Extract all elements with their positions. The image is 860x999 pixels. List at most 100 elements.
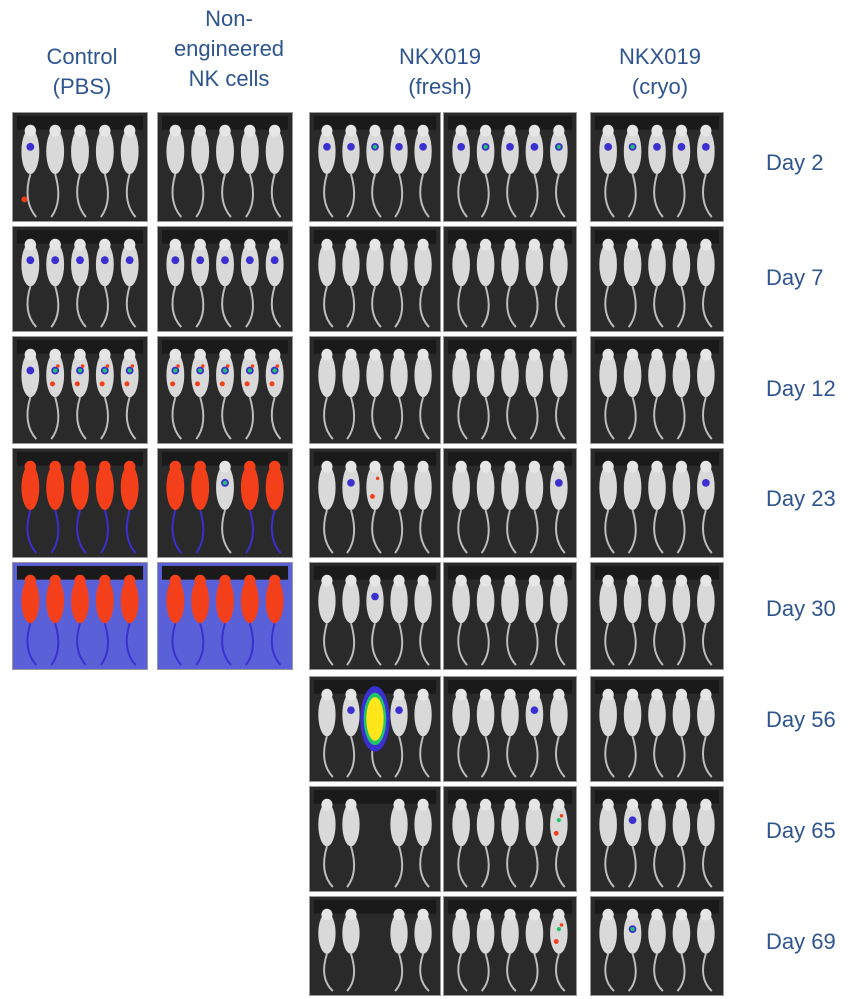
mouse	[390, 238, 408, 328]
mouse	[623, 238, 642, 328]
imaging-panel-fresh_b-day-7	[443, 226, 577, 332]
imaging-panel-control-day-12	[12, 336, 148, 444]
mouse	[265, 238, 284, 328]
mouse	[95, 124, 114, 218]
mouse	[648, 460, 666, 554]
imaging-panel-control-day-2	[12, 112, 148, 222]
mouse	[697, 348, 715, 440]
imaging-panel-cryo-day-7	[590, 226, 724, 332]
mouse	[648, 908, 666, 992]
mouse	[452, 124, 470, 218]
mouse	[191, 124, 210, 218]
mouse	[21, 238, 40, 328]
mouse	[191, 460, 210, 554]
mouse	[390, 908, 408, 992]
mouse	[265, 460, 284, 554]
mouse	[366, 348, 384, 440]
mouse	[672, 798, 691, 888]
mouse	[501, 908, 519, 992]
imaging-panel-nonengineered-day-7	[157, 226, 293, 332]
mouse	[360, 686, 390, 778]
day-label-12: Day 12	[766, 376, 836, 401]
mouse	[414, 348, 432, 440]
mouse	[414, 460, 432, 554]
imaging-panel-fresh_a-day-65	[309, 786, 441, 892]
mouse	[71, 238, 89, 328]
mouse	[366, 238, 384, 328]
mouse	[166, 124, 185, 218]
mouse	[21, 574, 40, 666]
mouse	[240, 574, 259, 666]
mouse	[599, 574, 617, 666]
mouse	[95, 460, 114, 554]
mouse	[191, 348, 210, 440]
mouse	[599, 460, 617, 554]
mouse	[46, 348, 65, 440]
mouse	[390, 460, 408, 554]
mouse	[342, 688, 360, 778]
mouse	[216, 124, 234, 218]
imaging-panel-fresh_a-day-56	[309, 676, 441, 782]
mouse	[476, 688, 495, 778]
mouse	[191, 238, 210, 328]
mouse	[216, 460, 234, 554]
mouse	[240, 124, 259, 218]
mouse	[216, 574, 234, 666]
header-nkx019-cryo: NKX019 (cryo)	[619, 44, 701, 99]
mouse	[550, 688, 568, 778]
imaging-panel-fresh_a-day-12	[309, 336, 441, 444]
imaging-panel-cryo-day-30	[590, 562, 724, 670]
mouse	[452, 238, 470, 328]
mouse	[390, 574, 408, 666]
mouse	[599, 238, 617, 328]
mouse	[525, 460, 544, 554]
mouse	[414, 238, 432, 328]
mouse	[318, 348, 336, 440]
mouse	[501, 124, 519, 218]
imaging-panel-fresh_a-day-7	[309, 226, 441, 332]
mouse	[120, 460, 139, 554]
imaging-panel-fresh_b-day-23	[443, 448, 577, 558]
mouse	[414, 798, 432, 888]
mouse	[452, 688, 470, 778]
imaging-panel-fresh_b-day-30	[443, 562, 577, 670]
imaging-panel-nonengineered-day-2	[157, 112, 293, 222]
mouse	[216, 348, 234, 440]
mouse	[120, 348, 139, 440]
imaging-panel-fresh_b-day-12	[443, 336, 577, 444]
imaging-panel-control-day-23	[12, 448, 148, 558]
mouse	[21, 460, 40, 554]
mouse	[623, 124, 642, 218]
mouse	[623, 798, 642, 888]
mouse	[525, 574, 544, 666]
imaging-panel-nonengineered-day-30	[157, 562, 293, 670]
mouse	[452, 908, 470, 992]
mouse	[501, 460, 519, 554]
imaging-panel-cryo-day-65	[590, 786, 724, 892]
mouse	[648, 124, 666, 218]
mouse	[390, 124, 408, 218]
mouse	[318, 238, 336, 328]
imaging-panel-nonengineered-day-23	[157, 448, 293, 558]
day-label-30: Day 30	[766, 596, 836, 621]
mouse	[21, 124, 40, 218]
mouse	[120, 238, 139, 328]
mouse	[390, 348, 408, 440]
imaging-panel-fresh_b-day-56	[443, 676, 577, 782]
mouse	[318, 688, 336, 778]
mouse	[550, 460, 568, 554]
mouse	[697, 688, 715, 778]
mouse	[525, 908, 544, 992]
mouse	[414, 574, 432, 666]
imaging-panel-fresh_a-day-23	[309, 448, 441, 558]
day-label-7: Day 7	[766, 265, 824, 290]
mouse	[265, 348, 284, 440]
mouse	[342, 574, 360, 666]
imaging-panel-fresh_b-day-65	[443, 786, 577, 892]
mouse	[525, 688, 544, 778]
mouse	[46, 124, 65, 218]
mouse	[342, 460, 360, 554]
mouse	[318, 460, 336, 554]
mouse	[240, 238, 259, 328]
mouse	[71, 124, 89, 218]
